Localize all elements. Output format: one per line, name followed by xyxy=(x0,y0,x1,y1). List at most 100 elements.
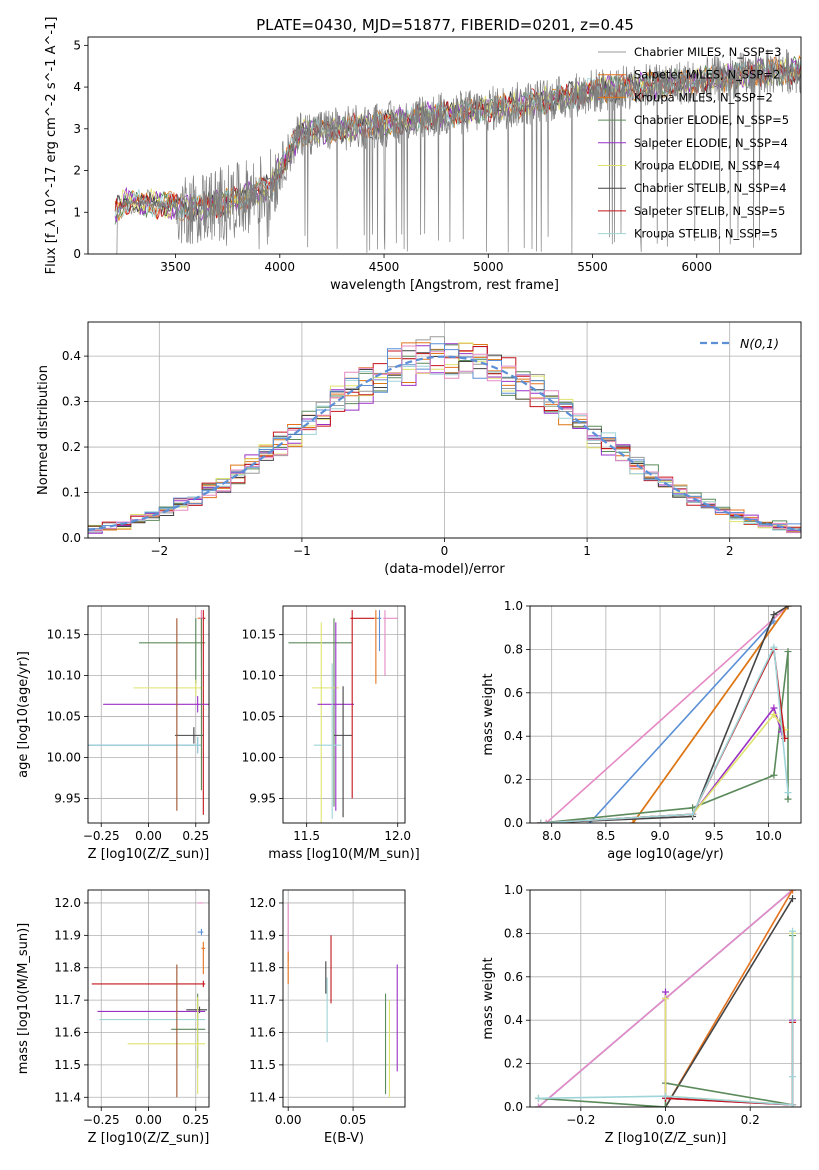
x-tick-label: 0.0 xyxy=(656,1113,675,1127)
y-axis-label: mass weight xyxy=(481,957,496,1039)
legend-label-3: Chabrier ELODIE, N_SSP=5 xyxy=(634,113,789,127)
mass-weight-marker xyxy=(662,995,669,1002)
x-axis-label: age log10(age/yr) xyxy=(607,847,724,862)
y-tick-label: 0.2 xyxy=(62,440,81,454)
y-tick-label: 10.10 xyxy=(242,669,276,683)
y-tick-label: 10.15 xyxy=(242,628,276,642)
x-tick-label: 0.00 xyxy=(275,1113,302,1127)
legend-label-normal: N(0,1) xyxy=(740,336,779,351)
panel-mass-vs-EBV: 0.00 0.05 11.4 11.5 11.6 11.7 11.8 11.9 12.0 E(B-… xyxy=(249,889,406,1146)
x-tick-label: 5000 xyxy=(473,260,504,274)
y-tick-label: 11.9 xyxy=(249,928,276,942)
y-tick-label: 11.5 xyxy=(249,1058,276,1072)
y-tick-label: 3 xyxy=(73,122,81,136)
spectrum-legend: Chabrier MILES, N_SSP=3 Salpeter MILES, N… xyxy=(598,45,789,241)
mass-weight-marker xyxy=(789,927,797,935)
x-tick-label: 4000 xyxy=(265,260,296,274)
y-axis-label: Normed distribution xyxy=(36,365,51,495)
y-tick-label: 9.95 xyxy=(54,791,81,805)
errorbar-point-4 xyxy=(350,610,375,799)
y-tick-label: 1 xyxy=(73,205,81,219)
x-axis-label: Z [log10(Z/Z_sun)] xyxy=(88,1131,210,1146)
y-tick-label: 0.0 xyxy=(62,531,81,545)
y-axis-label: Flux [f_λ 10^-17 erg cm^-2 s^-1 A^-1] xyxy=(44,17,59,275)
y-tick-label: 2 xyxy=(73,164,81,178)
mass-weight-marker xyxy=(784,789,792,797)
panel-age-vs-mass: 11.5 12.0 9.95 10.00 10.05 10.10 10.15 mass [lo… xyxy=(242,605,420,862)
errorbars xyxy=(88,610,209,815)
y-tick-label: 0.4 xyxy=(62,349,81,363)
mass-weight-marker xyxy=(537,819,545,823)
y-tick-label: 4 xyxy=(73,80,81,94)
y-tick-label: 10.05 xyxy=(242,710,276,724)
mass-weight-marker xyxy=(662,1092,669,1100)
x-tick-label: 0.25 xyxy=(182,829,209,843)
mass-weight-line-7 xyxy=(540,713,786,823)
y-tick-label: 0.8 xyxy=(504,642,523,656)
y-tick-label: 0.0 xyxy=(504,816,523,830)
errorbar-point-2 xyxy=(201,610,206,815)
x-tick-label: 12.0 xyxy=(384,829,411,843)
mass-weight-marker xyxy=(534,1103,542,1107)
mass-weight-line-0 xyxy=(545,606,789,823)
panel-age-vs-Z: −0.25 0.00 0.25 9.95 10.00 10.05 10.10 10.15 Z [… xyxy=(16,605,210,862)
errorbar-point-3 xyxy=(333,686,353,818)
x-tick-label: 1 xyxy=(583,544,591,558)
x-tick-label: −0.2 xyxy=(566,1113,595,1127)
legend-label-1: Salpeter MILES, N_SSP=2 xyxy=(634,68,780,82)
mass-weight-lines xyxy=(537,606,792,823)
errorbar-point-7 xyxy=(377,610,382,652)
panel-spectrum: 3500 4000 4500 5000 5500 6000 0 1 2 3 4 5 wavelength… xyxy=(44,17,802,293)
y-tick-label: 10.05 xyxy=(47,710,81,724)
x-tick-label: 9.5 xyxy=(705,829,724,843)
x-tick-label: 8.5 xyxy=(596,829,615,843)
errorbar-point-8 xyxy=(127,1040,206,1048)
x-tick-label: −0.25 xyxy=(83,1113,120,1127)
axes-frame xyxy=(529,889,802,1108)
errorbar-point-4 xyxy=(133,679,204,697)
y-tick-label: 11.6 xyxy=(249,1026,276,1040)
x-tick-label: 11.5 xyxy=(293,829,320,843)
y-tick-label: 5 xyxy=(73,38,81,52)
errorbar-point-1 xyxy=(197,928,204,936)
y-tick-label: 11.7 xyxy=(54,993,81,1007)
y-tick-label: 0.3 xyxy=(62,395,81,409)
mass-weight-line-3 xyxy=(664,898,794,1107)
y-tick-label: 11.4 xyxy=(54,1090,81,1104)
x-tick-label: 2 xyxy=(726,544,734,558)
model-line-8 xyxy=(114,59,801,220)
y-tick-label: 11.8 xyxy=(54,961,81,975)
legend-label-4: Salpeter ELODIE, N_SSP=4 xyxy=(634,136,788,150)
y-tick-label: 10.10 xyxy=(47,669,81,683)
x-axis-label: Z [log10(Z/Z_sun)] xyxy=(88,847,210,862)
mass-weight-line-5 xyxy=(664,992,794,1106)
panel-residuals: −2 −1 0 1 2 0.0 0.1 0.2 0.3 0.4 (data-model)/error… xyxy=(36,321,802,577)
y-tick-label: 10.15 xyxy=(47,628,81,642)
x-axis-label: (data-model)/error xyxy=(384,562,505,577)
legend-label-2: Kroupa MILES, N_SSP=2 xyxy=(634,90,773,104)
y-tick-label: 0.6 xyxy=(504,686,523,700)
x-axis-label: mass [log10(M/M_sun)] xyxy=(268,847,420,862)
errorbar-point-5 xyxy=(103,696,209,713)
errorbar-point-6 xyxy=(99,1016,206,1023)
mass-weight-marker xyxy=(784,795,792,803)
mass-weight-marker xyxy=(542,819,550,823)
panel-massweight-vs-Z: −0.2 0.0 0.2 0.0 0.2 0.4 0.6 0.8 1.0 Z [log10(Z/Z… xyxy=(481,883,802,1146)
mass-weight-marker xyxy=(629,819,637,823)
y-tick-label: 11.4 xyxy=(249,1090,276,1104)
figure-title: PLATE=0430, MJD=51877, FIBERID=0201, z=0… xyxy=(256,16,634,34)
mass-weight-marker xyxy=(770,611,778,619)
y-tick-label: 12.0 xyxy=(249,896,276,910)
errorbar-point-6 xyxy=(174,727,204,744)
x-tick-label: −1 xyxy=(293,544,311,558)
mass-weight-marker xyxy=(789,1073,797,1081)
mass-weight-marker xyxy=(784,606,792,610)
x-tick-label: 5500 xyxy=(577,260,608,274)
x-tick-label: 0.2 xyxy=(741,1113,760,1127)
x-tick-label: 0.00 xyxy=(135,1113,162,1127)
mass-weight-marker xyxy=(770,711,778,718)
mass-weight-marker xyxy=(770,643,778,651)
mass-weight-line-4 xyxy=(540,606,789,823)
x-axis-label: Z [log10(Z/Z_sun)] xyxy=(605,1131,727,1146)
